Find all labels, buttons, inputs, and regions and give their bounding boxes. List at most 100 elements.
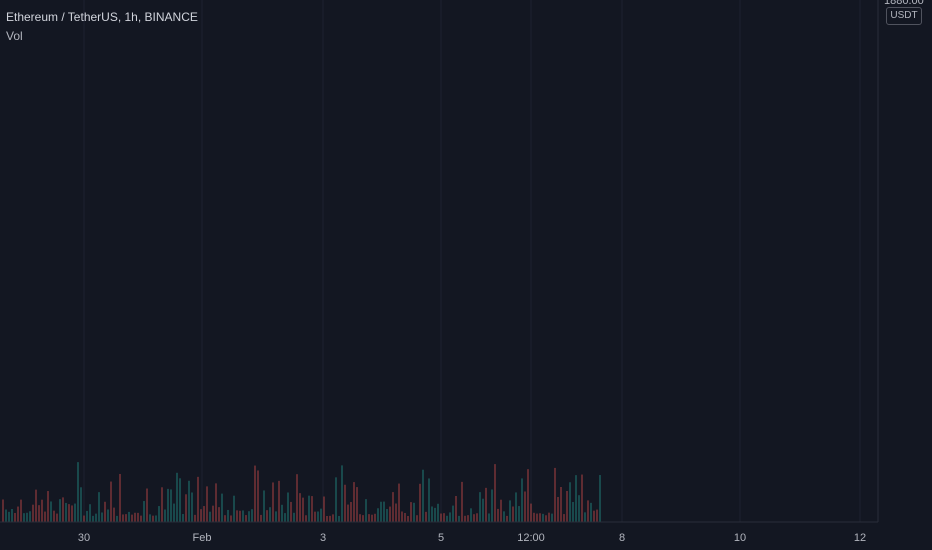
volume-bar bbox=[578, 495, 580, 522]
volume-bar bbox=[8, 511, 10, 522]
volume-bar bbox=[242, 510, 244, 522]
volume-bar bbox=[386, 508, 388, 522]
volume-bar bbox=[374, 513, 376, 522]
volume-bar bbox=[182, 514, 184, 522]
currency-unit-label[interactable]: USDT bbox=[886, 7, 922, 25]
volume-bar bbox=[377, 508, 379, 522]
time-tick-label: Feb bbox=[193, 532, 212, 544]
volume-bar bbox=[473, 514, 475, 522]
volume-bar bbox=[158, 506, 160, 522]
volume-bar bbox=[290, 501, 292, 522]
volume-bar bbox=[119, 473, 121, 522]
volume-bar bbox=[278, 480, 280, 522]
volume-bar bbox=[443, 513, 445, 522]
volume-bar bbox=[68, 504, 70, 522]
time-tick-label: 12:00 bbox=[517, 532, 545, 544]
volume-bar bbox=[317, 511, 319, 522]
volume-bar bbox=[98, 492, 100, 522]
volume-bar bbox=[251, 509, 253, 522]
volume-bar bbox=[389, 506, 391, 522]
volume-bar bbox=[188, 480, 190, 522]
volume-bar bbox=[560, 486, 562, 522]
volume-bar bbox=[506, 515, 508, 522]
volume-bar bbox=[548, 512, 550, 522]
volume-bar bbox=[335, 477, 337, 522]
volume-bar bbox=[224, 515, 226, 522]
volume-bar bbox=[152, 515, 154, 522]
volume-bar bbox=[341, 465, 343, 522]
volume-bar bbox=[5, 509, 7, 522]
volume-bar bbox=[95, 513, 97, 522]
volume-bar bbox=[20, 499, 22, 522]
volume-bar bbox=[86, 510, 88, 522]
price-axis[interactable] bbox=[878, 0, 932, 550]
time-axis[interactable] bbox=[0, 522, 932, 550]
volume-bar bbox=[218, 507, 220, 522]
volume-bar bbox=[44, 511, 46, 522]
volume-bar bbox=[437, 503, 439, 522]
time-tick-label: 10 bbox=[734, 532, 746, 544]
volume-bar bbox=[62, 497, 64, 522]
volume-bar bbox=[425, 511, 427, 522]
volume-bar bbox=[476, 513, 478, 522]
volume-bar bbox=[221, 493, 223, 522]
volume-bar bbox=[563, 514, 565, 522]
volume-bar bbox=[590, 502, 592, 522]
volume-bar bbox=[137, 512, 139, 522]
volume-bar bbox=[587, 500, 589, 522]
volume-bar bbox=[449, 512, 451, 522]
volume-bar bbox=[206, 486, 208, 522]
volume-bar bbox=[500, 499, 502, 522]
volume-bar bbox=[593, 510, 595, 522]
volume-bar bbox=[296, 474, 298, 522]
volume-bar bbox=[269, 507, 271, 522]
volume-bar bbox=[314, 511, 316, 522]
volume-bar bbox=[509, 500, 511, 522]
volume-bar bbox=[185, 494, 187, 522]
volume-bar bbox=[200, 509, 202, 522]
volume-bar bbox=[110, 481, 112, 522]
volume-bar bbox=[239, 510, 241, 522]
volume-bar bbox=[461, 481, 463, 522]
volume-bar bbox=[287, 492, 289, 522]
volume-bar bbox=[554, 467, 556, 522]
volume-bar bbox=[23, 513, 25, 522]
volume-bar bbox=[320, 508, 322, 522]
volume-bar bbox=[17, 506, 19, 522]
volume-bar bbox=[533, 512, 535, 522]
volume-bar bbox=[368, 514, 370, 522]
volume-bar bbox=[38, 505, 40, 522]
volume-bar bbox=[524, 491, 526, 522]
volume-bar bbox=[530, 503, 532, 522]
volume-bar bbox=[491, 489, 493, 522]
volume-bar bbox=[140, 515, 142, 522]
volume-bar bbox=[494, 464, 496, 522]
volume-bar bbox=[167, 488, 169, 522]
volume-bar bbox=[125, 514, 127, 522]
volume-bar bbox=[143, 501, 145, 522]
volume-bar bbox=[245, 515, 247, 522]
volume-bar bbox=[209, 511, 211, 522]
volume-bar bbox=[281, 504, 283, 522]
time-tick-label: 5 bbox=[438, 532, 444, 544]
volume-bar bbox=[308, 495, 310, 522]
volume-bar bbox=[410, 502, 412, 522]
volume-bar bbox=[164, 509, 166, 522]
volume-bar bbox=[344, 484, 346, 522]
volume-indicator-label[interactable]: Vol bbox=[6, 29, 23, 43]
volume-bar bbox=[233, 495, 235, 522]
volume-bar bbox=[416, 515, 418, 522]
volume-bar bbox=[236, 510, 238, 522]
volume-bar bbox=[353, 482, 355, 522]
volume-bar bbox=[362, 515, 364, 522]
volume-bar bbox=[572, 501, 574, 522]
volume-bar bbox=[149, 514, 151, 522]
volume-bar bbox=[395, 503, 397, 522]
volume-bar bbox=[227, 509, 229, 522]
volume-bar bbox=[74, 503, 76, 522]
volume-bar bbox=[401, 511, 403, 522]
volume-bar bbox=[305, 515, 307, 522]
volume-bar bbox=[179, 478, 181, 522]
volume-bar bbox=[272, 482, 274, 522]
